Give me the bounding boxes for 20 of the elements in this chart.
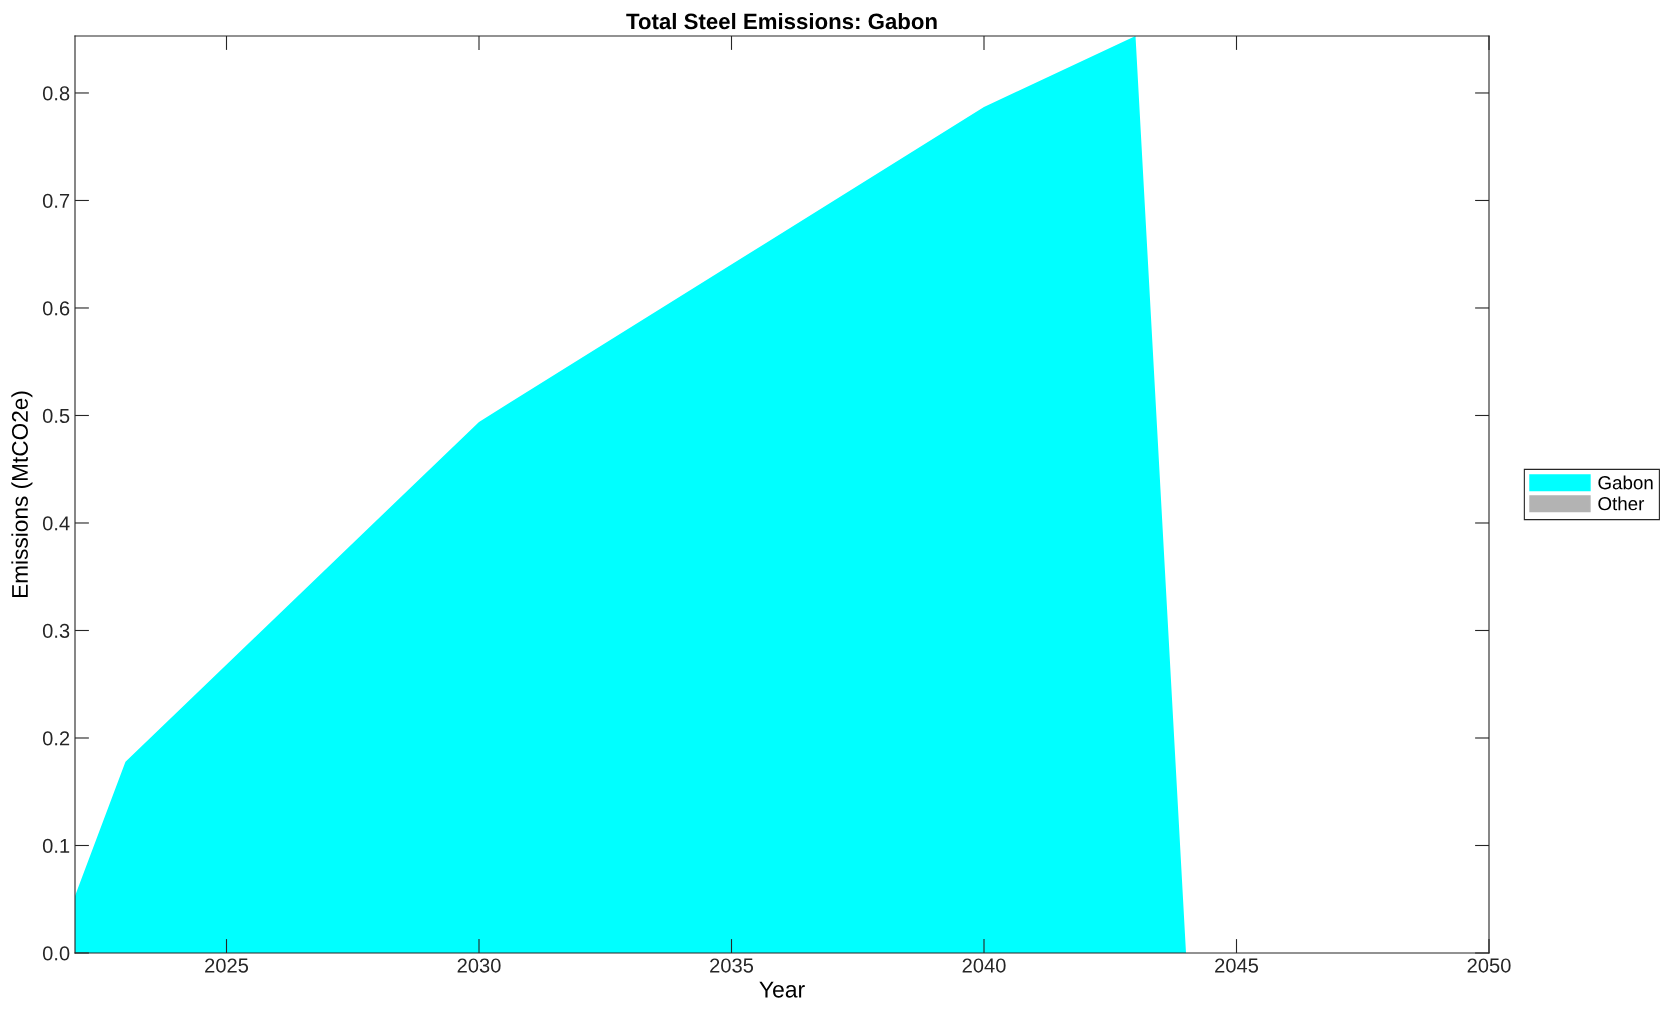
y-tick-label: 0.6 bbox=[42, 301, 70, 316]
x-axis-title: Year bbox=[759, 981, 805, 998]
y-tick-label: 0.4 bbox=[42, 516, 70, 531]
x-tick-label: 2025 bbox=[205, 958, 249, 973]
y-tick-label: 0.1 bbox=[42, 838, 70, 853]
x-tick-label: 2030 bbox=[457, 958, 501, 973]
x-tick-label: 2040 bbox=[962, 958, 1006, 973]
x-tick-label: 2050 bbox=[1467, 958, 1511, 973]
y-tick-label: 0.0 bbox=[42, 946, 70, 961]
legend-label: Gabon bbox=[1598, 475, 1653, 490]
y-tick-label: 0.7 bbox=[42, 193, 70, 208]
y-tick-label: 0.8 bbox=[42, 86, 70, 101]
legend-label: Other bbox=[1598, 496, 1645, 511]
y-tick-label: 0.3 bbox=[42, 623, 70, 638]
chart-title: Total Steel Emissions: Gabon bbox=[626, 12, 937, 30]
y-tick-label: 0.5 bbox=[42, 408, 70, 423]
x-tick-label: 2035 bbox=[710, 958, 754, 973]
y-tick-label: 0.2 bbox=[42, 731, 70, 746]
y-axis-title: Emissions (MtCO2e) bbox=[11, 391, 33, 598]
x-tick-label: 2045 bbox=[1215, 958, 1259, 973]
